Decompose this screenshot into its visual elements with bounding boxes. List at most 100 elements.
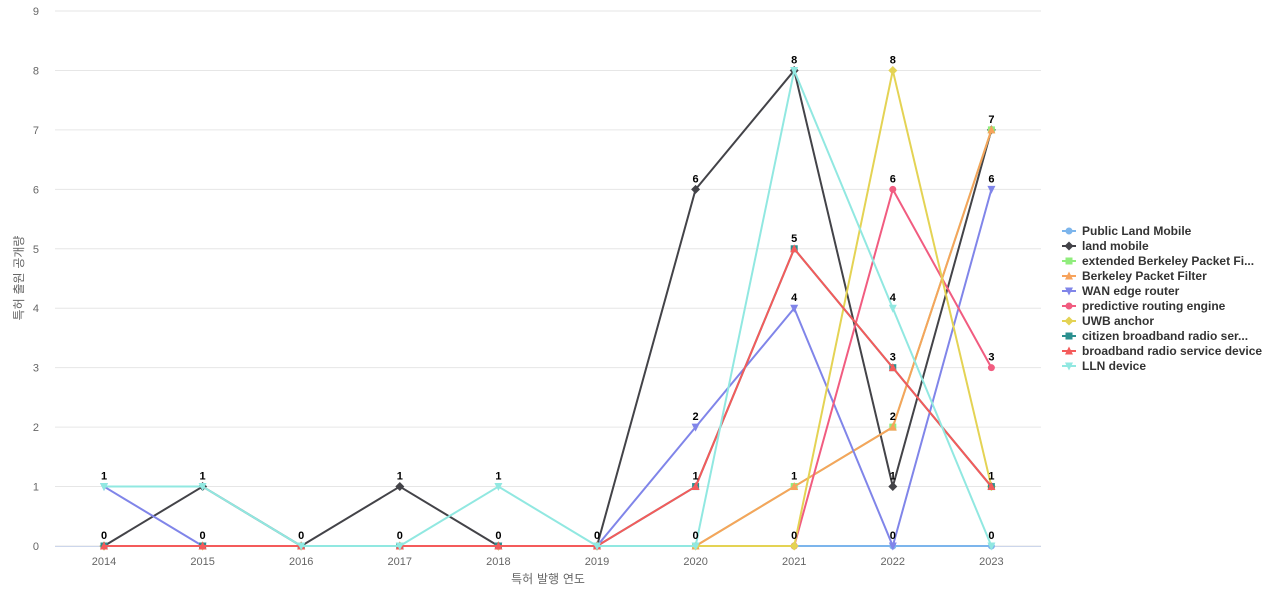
legend-label: citizen broadband radio ser...	[1082, 329, 1248, 343]
legend-item[interactable]: land mobile	[1062, 239, 1149, 253]
legend-label: Public Land Mobile	[1082, 224, 1192, 238]
data-point	[790, 304, 799, 313]
data-label: 1	[397, 471, 403, 483]
legend-item[interactable]: Public Land Mobile	[1062, 224, 1192, 238]
data-label: 0	[988, 530, 994, 542]
data-label: 2	[693, 411, 699, 423]
x-tick-label: 2018	[486, 556, 510, 568]
legend-label: LLN device	[1082, 359, 1146, 373]
data-point	[790, 482, 799, 491]
data-point	[395, 542, 404, 551]
series-line	[103, 247, 993, 547]
y-tick-label: 6	[33, 184, 39, 196]
x-tick-label: 2017	[388, 556, 412, 568]
data-label: 0	[397, 530, 403, 542]
legend-item[interactable]: LLN device	[1062, 359, 1146, 373]
series-line	[103, 69, 993, 547]
y-tick-label: 7	[33, 125, 39, 137]
data-label: 0	[200, 530, 206, 542]
x-tick-label: 2023	[979, 556, 1003, 568]
data-point	[691, 184, 701, 194]
data-point	[888, 482, 898, 492]
data-point	[100, 541, 108, 550]
series-9	[100, 66, 996, 551]
legend-item[interactable]: UWB anchor	[1062, 314, 1154, 328]
data-point	[888, 363, 897, 372]
series-2	[100, 126, 995, 550]
data-label: 6	[988, 173, 994, 185]
series-layer	[99, 65, 996, 551]
legend-item[interactable]: extended Berkeley Packet Fi...	[1062, 254, 1254, 268]
data-label: 4	[791, 292, 798, 304]
data-label: 1	[988, 471, 994, 483]
series-8	[100, 244, 996, 550]
data-label: 0	[298, 530, 304, 542]
data-point	[888, 422, 897, 431]
x-tick-label: 2022	[881, 556, 905, 568]
legend-label: UWB anchor	[1082, 314, 1154, 328]
data-point	[691, 542, 700, 551]
y-tick-label: 3	[33, 363, 39, 375]
data-label: 0	[101, 530, 107, 542]
legend-label: land mobile	[1082, 239, 1149, 253]
data-label: 1	[101, 471, 107, 483]
legend-label: extended Berkeley Packet Fi...	[1082, 254, 1254, 268]
data-point	[593, 542, 601, 551]
data-label: 7	[988, 114, 994, 126]
legend-marker	[1064, 316, 1074, 326]
y-tick-label: 8	[33, 65, 39, 77]
y-tick-label: 1	[33, 482, 39, 494]
data-label: 6	[890, 173, 896, 185]
data-point	[100, 483, 108, 492]
x-tick-label: 2016	[289, 556, 313, 568]
data-point	[888, 65, 898, 75]
data-label: 4	[890, 292, 897, 304]
data-label: 2	[890, 411, 896, 423]
data-label: 3	[890, 352, 896, 364]
data-point	[987, 185, 996, 194]
legend-item[interactable]: WAN edge router	[1062, 284, 1180, 298]
data-point	[987, 542, 996, 551]
legend-label: predictive routing engine	[1082, 299, 1226, 313]
y-axis-title: 특허 출원 공개량	[12, 236, 26, 321]
data-label: 1	[200, 471, 206, 483]
x-tick-label: 2015	[190, 556, 214, 568]
legend-marker	[1065, 257, 1073, 265]
data-point	[297, 542, 306, 551]
data-label: 8	[890, 54, 896, 66]
legend-item[interactable]: predictive routing engine	[1062, 299, 1226, 313]
x-tick-label: 2021	[782, 556, 806, 568]
grid-layer	[55, 10, 1041, 547]
x-tick-label: 2020	[683, 556, 707, 568]
data-label: 0	[594, 530, 600, 542]
legend-label: WAN edge router	[1082, 284, 1180, 298]
data-point	[395, 482, 405, 492]
data-point	[987, 482, 996, 491]
data-point	[789, 541, 799, 551]
data-point	[888, 542, 897, 551]
legend-item[interactable]: citizen broadband radio ser...	[1062, 329, 1248, 343]
data-label: 1	[890, 471, 896, 483]
legend-item[interactable]: Berkeley Packet Filter	[1062, 269, 1207, 283]
series-7	[100, 245, 995, 550]
data-point	[790, 66, 799, 75]
legend-marker	[1065, 346, 1073, 355]
data-label: 0	[693, 530, 699, 542]
legend-item[interactable]: broadband radio service device	[1062, 344, 1262, 358]
data-point	[691, 423, 700, 432]
data-label: 1	[791, 471, 797, 483]
y-tick-label: 2	[33, 422, 39, 434]
series-4	[100, 185, 996, 551]
legend-label: Berkeley Packet Filter	[1082, 269, 1207, 283]
data-point	[790, 244, 799, 253]
data-point	[494, 541, 503, 550]
data-point	[198, 541, 207, 550]
legend-marker	[1065, 362, 1073, 371]
legend-marker	[1065, 332, 1073, 340]
data-point	[691, 482, 700, 491]
data-label: 6	[693, 173, 699, 185]
